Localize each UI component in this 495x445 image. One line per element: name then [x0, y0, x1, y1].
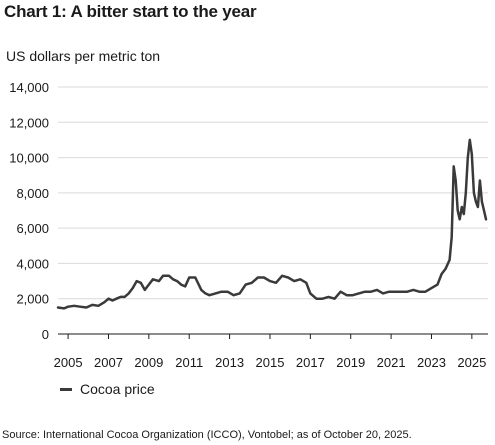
y-tick-label: 6,000 — [16, 221, 49, 236]
y-tick-label: 10,000 — [9, 151, 49, 166]
x-tick-label: 2011 — [175, 355, 203, 370]
x-axis-ticks: 2005 2007 2009 2011 2013 2015 2017 2019 2021 2023… — [54, 334, 486, 370]
x-tick-label: 2009 — [134, 355, 163, 370]
y-tick-label: 14,000 — [9, 80, 49, 95]
x-tick-label: 2017 — [296, 355, 325, 370]
y-tick-label: 2,000 — [16, 292, 49, 307]
x-tick-label: 2015 — [256, 355, 285, 370]
series-group — [56, 138, 488, 310]
y-tick-label: 0 — [42, 327, 49, 342]
x-tick-label: 2023 — [417, 355, 446, 370]
x-tick-label: 2013 — [215, 355, 244, 370]
legend-swatch-cocoa-price — [60, 387, 72, 391]
series-line-cocoa-price — [56, 138, 488, 310]
source-note: Source: International Cocoa Organization… — [2, 429, 412, 441]
legend-label-cocoa-price: Cocoa price — [80, 381, 155, 397]
grid-lines — [58, 86, 488, 300]
x-tick-label: 2019 — [336, 355, 365, 370]
chart-title: Chart 1: A bitter start to the year — [4, 2, 257, 21]
x-tick-label: 2021 — [377, 355, 406, 370]
x-tick-label: 2005 — [54, 355, 83, 370]
legend: Cocoa price — [60, 381, 155, 397]
y-tick-label: 8,000 — [16, 186, 49, 201]
y-axis-ticks: 0 2,000 4,000 6,000 8,000 10,000 12,000 14,000 — [9, 80, 49, 342]
y-tick-label: 12,000 — [9, 115, 49, 130]
x-tick-label: 2025 — [457, 355, 486, 370]
y-tick-label: 4,000 — [16, 256, 49, 271]
x-tick-label: 2007 — [94, 355, 123, 370]
y-axis-label: US dollars per metric ton — [6, 48, 161, 64]
